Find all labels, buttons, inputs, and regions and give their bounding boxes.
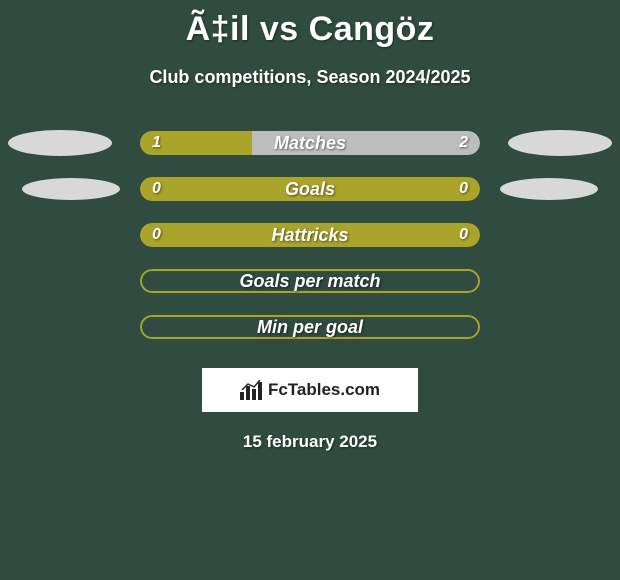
- stat-row: 1 2 Matches: [0, 120, 620, 166]
- stat-value-left: 0: [152, 226, 161, 244]
- stat-row: 0 0 Hattricks: [0, 212, 620, 258]
- stat-label: Hattricks: [271, 225, 348, 246]
- stat-value-left: 0: [152, 180, 161, 198]
- player-marker-right: [500, 178, 598, 200]
- stat-bar: Goals per match: [140, 269, 480, 293]
- player-marker-left: [22, 178, 120, 200]
- stat-value-right: 0: [459, 226, 468, 244]
- stat-bar: Min per goal: [140, 315, 480, 339]
- fctables-logo[interactable]: FcTables.com: [202, 368, 418, 412]
- stat-value-left: 1: [152, 134, 161, 152]
- stat-bar: 0 0 Goals: [140, 177, 480, 201]
- stat-value-right: 2: [459, 134, 468, 152]
- stat-row: Goals per match: [0, 258, 620, 304]
- stat-label: Min per goal: [257, 317, 363, 338]
- player-marker-left: [8, 130, 112, 156]
- stat-bar: 0 0 Hattricks: [140, 223, 480, 247]
- stats-rows: 1 2 Matches 0 0 Goals 0 0 Hattricks Goals per mat…: [0, 120, 620, 350]
- stat-bar: 1 2 Matches: [140, 131, 480, 155]
- stat-label: Goals per match: [239, 271, 380, 292]
- page-title: Ã‡il vs Cangöz: [0, 0, 620, 49]
- player-marker-right: [508, 130, 612, 156]
- stat-label: Matches: [274, 133, 346, 154]
- stat-value-right: 0: [459, 180, 468, 198]
- bar-chart-icon: [240, 380, 262, 400]
- subtitle: Club competitions, Season 2024/2025: [0, 67, 620, 88]
- date-label: 15 february 2025: [0, 432, 620, 452]
- stat-row: 0 0 Goals: [0, 166, 620, 212]
- stat-label: Goals: [285, 179, 335, 200]
- stat-row: Min per goal: [0, 304, 620, 350]
- logo-text: FcTables.com: [268, 380, 380, 400]
